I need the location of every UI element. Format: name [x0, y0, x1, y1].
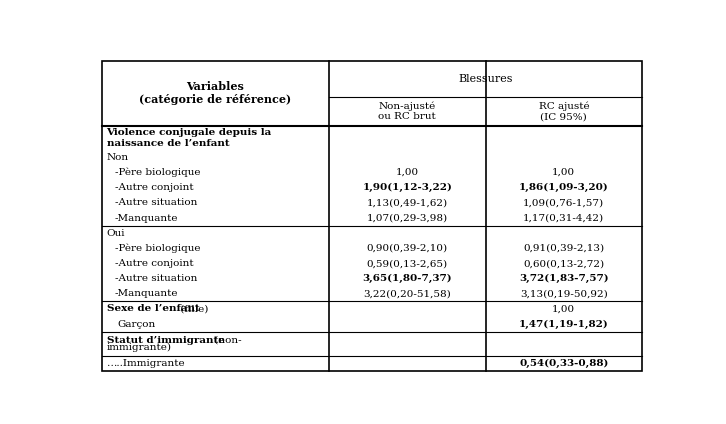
Text: 1,00: 1,00 — [552, 304, 576, 313]
Text: -Père biologique: -Père biologique — [115, 168, 200, 177]
Text: Oui: Oui — [107, 229, 125, 238]
Text: Statut d’immigrante: Statut d’immigrante — [107, 336, 224, 345]
Text: 1,90(1,12-3,22): 1,90(1,12-3,22) — [362, 183, 452, 192]
Text: Blessures: Blessures — [458, 74, 513, 84]
Text: Non: Non — [107, 153, 129, 162]
Text: -Autre situation: -Autre situation — [115, 198, 197, 207]
Text: -Père biologique: -Père biologique — [115, 244, 200, 253]
Text: 1,00: 1,00 — [552, 168, 576, 177]
Text: (non-: (non- — [211, 336, 241, 345]
Text: 1,13(0,49-1,62): 1,13(0,49-1,62) — [367, 198, 448, 207]
Text: 1,86(1,09-3,20): 1,86(1,09-3,20) — [519, 183, 608, 192]
Text: (fille): (fille) — [177, 304, 209, 313]
Text: -Manquante: -Manquante — [115, 214, 179, 223]
Text: 1,07(0,29-3,98): 1,07(0,29-3,98) — [367, 214, 448, 223]
Text: 0,91(0,39-2,13): 0,91(0,39-2,13) — [523, 244, 604, 253]
Text: 3,22(0,20-51,58): 3,22(0,20-51,58) — [363, 289, 451, 298]
Text: -Autre conjoint: -Autre conjoint — [115, 183, 194, 192]
Text: Non-ajusté
ou RC brut: Non-ajusté ou RC brut — [378, 101, 436, 121]
Text: 0,54(0,33-0,88): 0,54(0,33-0,88) — [519, 359, 608, 368]
Text: immigrante): immigrante) — [107, 343, 171, 351]
Text: 0,90(0,39-2,10): 0,90(0,39-2,10) — [367, 244, 448, 253]
Text: Violence conjugale depuis la
naissance de l’enfant: Violence conjugale depuis la naissance d… — [107, 128, 272, 148]
Text: 3,13(0,19-50,92): 3,13(0,19-50,92) — [520, 289, 608, 298]
Text: -Manquante: -Manquante — [115, 289, 179, 298]
Text: -Autre situation: -Autre situation — [115, 274, 197, 283]
Text: 1,47(1,19-1,82): 1,47(1,19-1,82) — [519, 320, 608, 329]
Text: 1,00: 1,00 — [396, 168, 419, 177]
Text: 3,72(1,83-7,57): 3,72(1,83-7,57) — [519, 274, 608, 283]
Text: 1,17(0,31-4,42): 1,17(0,31-4,42) — [523, 214, 604, 223]
Text: 3,65(1,80-7,37): 3,65(1,80-7,37) — [362, 274, 452, 283]
Text: Variables
(catégorie de référence): Variables (catégorie de référence) — [139, 81, 292, 105]
Text: 0,59(0,13-2,65): 0,59(0,13-2,65) — [367, 259, 448, 268]
Text: Garçon: Garçon — [118, 320, 156, 329]
Text: -Autre conjoint: -Autre conjoint — [115, 259, 194, 268]
Text: 1,09(0,76-1,57): 1,09(0,76-1,57) — [523, 198, 604, 207]
Text: Sexe de l’enfant: Sexe de l’enfant — [107, 304, 199, 313]
Text: RC ajusté
(IC 95%): RC ajusté (IC 95%) — [539, 101, 589, 121]
Text: …..Immigrante: …..Immigrante — [107, 359, 185, 368]
Text: 0,60(0,13-2,72): 0,60(0,13-2,72) — [523, 259, 604, 268]
